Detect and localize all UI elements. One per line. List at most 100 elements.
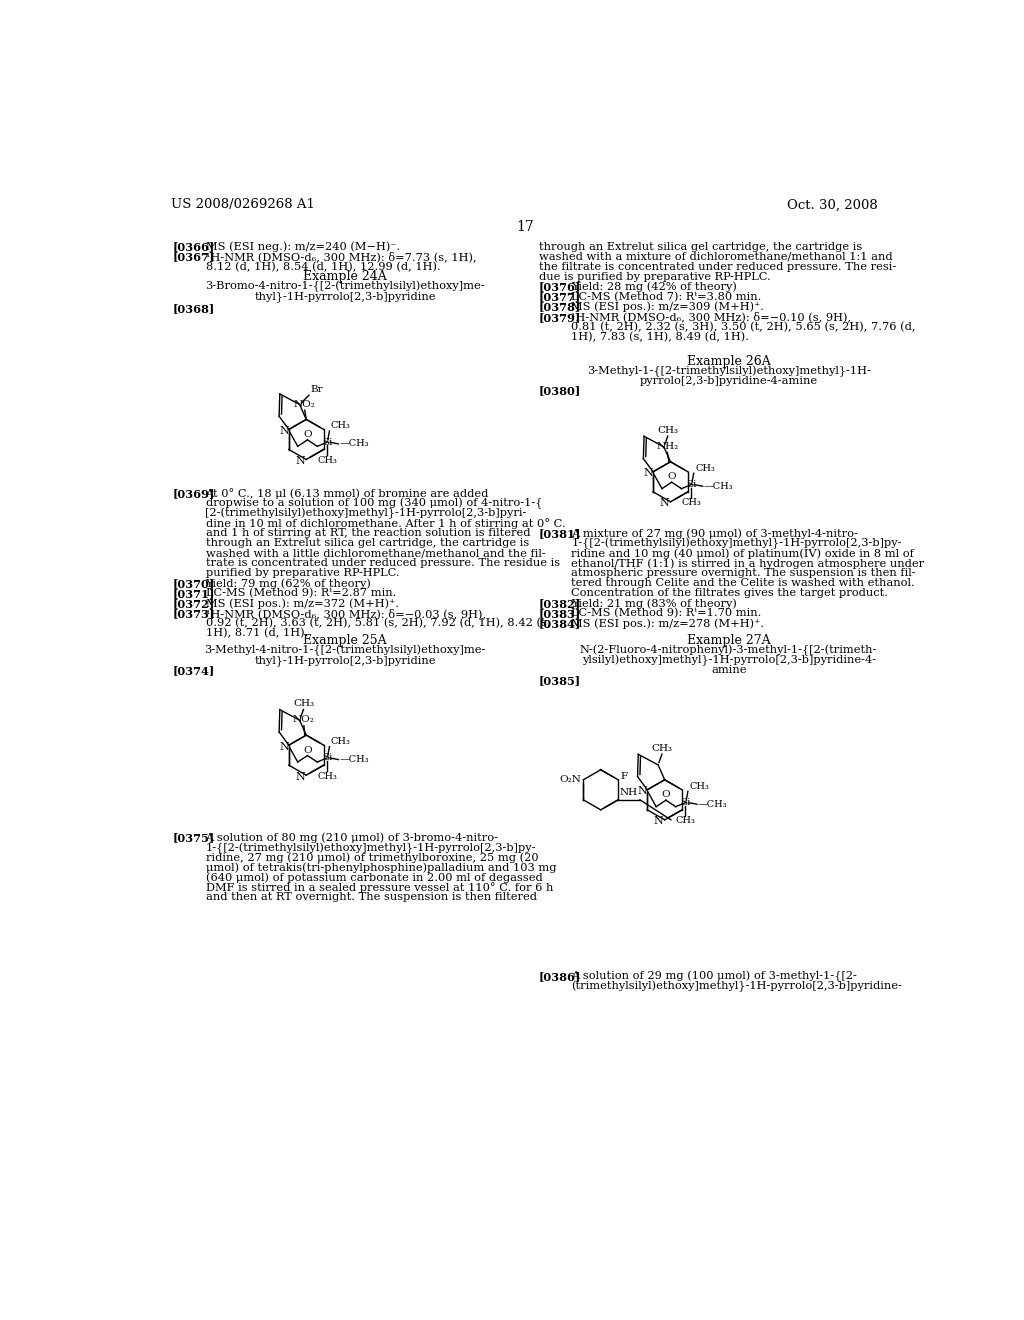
- Text: N: N: [638, 787, 647, 796]
- Text: LC-MS (Method 9): Rᵗ=1.70 min.: LC-MS (Method 9): Rᵗ=1.70 min.: [571, 609, 762, 618]
- Text: LC-MS (Method 7): Rᵗ=3.80 min.: LC-MS (Method 7): Rᵗ=3.80 min.: [571, 292, 762, 302]
- Text: N: N: [280, 426, 289, 436]
- Text: CH₃: CH₃: [331, 421, 351, 430]
- Text: [0366]: [0366]: [173, 242, 215, 252]
- Text: 1H), 7.83 (s, 1H), 8.49 (d, 1H).: 1H), 7.83 (s, 1H), 8.49 (d, 1H).: [571, 331, 750, 342]
- Text: through an Extrelut silica gel cartridge, the cartridge is: through an Extrelut silica gel cartridge…: [539, 242, 862, 252]
- Text: [0386]: [0386]: [539, 970, 581, 982]
- Text: Oct. 30, 2008: Oct. 30, 2008: [787, 198, 879, 211]
- Text: Br: Br: [310, 384, 324, 393]
- Text: ¹H-NMR (DMSO-d₆, 300 MHz): δ=−0.10 (s, 9H),: ¹H-NMR (DMSO-d₆, 300 MHz): δ=−0.10 (s, 9…: [571, 312, 851, 322]
- Text: 3-Methyl-4-nitro-1-{[2-(trimethylsilyl)ethoxy]me-: 3-Methyl-4-nitro-1-{[2-(trimethylsilyl)e…: [205, 645, 485, 656]
- Text: N: N: [295, 772, 305, 781]
- Text: 0.81 (t, 2H), 2.32 (s, 3H), 3.50 (t, 2H), 5.65 (s, 2H), 7.76 (d,: 0.81 (t, 2H), 2.32 (s, 3H), 3.50 (t, 2H)…: [571, 322, 915, 333]
- Text: washed with a little dichloromethane/methanol and the fil-: washed with a little dichloromethane/met…: [206, 548, 545, 558]
- Text: thyl}-1H-pyrrolo[2,3-b]pyridine: thyl}-1H-pyrrolo[2,3-b]pyridine: [254, 290, 436, 302]
- Text: due is purified by preparative RP-HPLC.: due is purified by preparative RP-HPLC.: [539, 272, 770, 281]
- Text: [0384]: [0384]: [539, 618, 581, 630]
- Text: Si: Si: [322, 438, 332, 446]
- Text: [0368]: [0368]: [173, 304, 215, 314]
- Text: NO₂: NO₂: [293, 715, 314, 725]
- Text: US 2008/0269268 A1: US 2008/0269268 A1: [171, 198, 314, 211]
- Text: —CH₃: —CH₃: [339, 755, 369, 764]
- Text: 17: 17: [516, 220, 534, 234]
- Text: dine in 10 ml of dichloromethane. After 1 h of stirring at 0° C.: dine in 10 ml of dichloromethane. After …: [206, 517, 565, 529]
- Text: Yield: 79 mg (62% of theory): Yield: 79 mg (62% of theory): [206, 578, 372, 589]
- Text: (trimethylsilyl)ethoxy]methyl}-1H-pyrrolo[2,3-b]pyridine-: (trimethylsilyl)ethoxy]methyl}-1H-pyrrol…: [571, 981, 902, 993]
- Text: [0378]: [0378]: [539, 302, 581, 313]
- Text: Si: Si: [686, 480, 696, 490]
- Text: [0382]: [0382]: [539, 598, 581, 609]
- Text: Si: Si: [322, 754, 332, 763]
- Text: and then at RT overnight. The suspension is then filtered: and then at RT overnight. The suspension…: [206, 892, 537, 902]
- Text: dropwise to a solution of 100 mg (340 μmol) of 4-nitro-1-{: dropwise to a solution of 100 mg (340 μm…: [206, 498, 542, 510]
- Text: 1-{[2-(trimethylsilyl)ethoxy]methyl}-1H-pyrrolo[2,3-b]py-: 1-{[2-(trimethylsilyl)ethoxy]methyl}-1H-…: [571, 539, 902, 549]
- Text: ridine and 10 mg (40 μmol) of platinum(IV) oxide in 8 ml of: ridine and 10 mg (40 μmol) of platinum(I…: [571, 548, 914, 558]
- Text: [2-(trimethylsilyl)ethoxy]methyl}-1H-pyrrolo[2,3-b]pyri-: [2-(trimethylsilyl)ethoxy]methyl}-1H-pyr…: [206, 508, 527, 519]
- Text: purified by preparative RP-HPLC.: purified by preparative RP-HPLC.: [206, 568, 399, 578]
- Text: [0376]: [0376]: [539, 281, 581, 293]
- Text: ylsilyl)ethoxy]methyl}-1H-pyrrolo[2,3-b]pyridine-4-: ylsilyl)ethoxy]methyl}-1H-pyrrolo[2,3-b]…: [582, 655, 876, 667]
- Text: A solution of 80 mg (210 μmol) of 3-bromo-4-nitro-: A solution of 80 mg (210 μmol) of 3-brom…: [206, 832, 499, 842]
- Text: O: O: [303, 746, 311, 755]
- Text: CH₃: CH₃: [681, 499, 701, 507]
- Text: [0385]: [0385]: [539, 675, 581, 686]
- Text: [0377]: [0377]: [539, 292, 581, 302]
- Text: ridine, 27 mg (210 μmol) of trimethylboroxine, 25 mg (20: ridine, 27 mg (210 μmol) of trimethylbor…: [206, 853, 539, 863]
- Text: 3-Methyl-1-{[2-trimethylsilyl)ethoxy]methyl}-1H-: 3-Methyl-1-{[2-trimethylsilyl)ethoxy]met…: [587, 366, 870, 378]
- Text: CH₃: CH₃: [689, 781, 710, 791]
- Text: [0375]: [0375]: [173, 832, 215, 843]
- Text: Concentration of the filtrates gives the target product.: Concentration of the filtrates gives the…: [571, 589, 888, 598]
- Text: LC-MS (Method 9): Rᵗ=2.87 min.: LC-MS (Method 9): Rᵗ=2.87 min.: [206, 589, 396, 598]
- Text: —CH₃: —CH₃: [697, 800, 727, 809]
- Text: and 1 h of stirring at RT, the reaction solution is filtered: and 1 h of stirring at RT, the reaction …: [206, 528, 530, 539]
- Text: MS (ESI neg.): m/z=240 (M−H)⁻.: MS (ESI neg.): m/z=240 (M−H)⁻.: [206, 242, 399, 252]
- Text: NO₂: NO₂: [294, 400, 315, 409]
- Text: N: N: [659, 499, 669, 508]
- Text: CH₃: CH₃: [676, 816, 695, 825]
- Text: N: N: [653, 816, 664, 826]
- Text: [0373]: [0373]: [173, 609, 215, 619]
- Text: through an Extrelut silica gel cartridge, the cartridge is: through an Extrelut silica gel cartridge…: [206, 539, 528, 548]
- Text: (640 μmol) of potassium carbonate in 2.00 ml of degassed: (640 μmol) of potassium carbonate in 2.0…: [206, 873, 543, 883]
- Text: N: N: [643, 469, 653, 478]
- Text: ethanol/THF (1:1) is stirred in a hydrogen atmosphere under: ethanol/THF (1:1) is stirred in a hydrog…: [571, 558, 925, 569]
- Text: CH₃: CH₃: [695, 463, 715, 473]
- Text: Yield: 28 mg (42% of theory): Yield: 28 mg (42% of theory): [571, 281, 737, 292]
- Text: 1H), 8.71 (d, 1H).: 1H), 8.71 (d, 1H).: [206, 628, 308, 639]
- Text: [0381]: [0381]: [539, 528, 582, 539]
- Text: CH₃: CH₃: [293, 698, 314, 708]
- Text: MS (ESI pos.): m/z=372 (M+H)⁺.: MS (ESI pos.): m/z=372 (M+H)⁺.: [206, 598, 398, 609]
- Text: Example 24A: Example 24A: [303, 271, 387, 282]
- Text: O: O: [662, 791, 671, 800]
- Text: μmol) of tetrakis(tri-phenylphosphine)palladium and 103 mg: μmol) of tetrakis(tri-phenylphosphine)pa…: [206, 862, 556, 873]
- Text: N: N: [280, 742, 289, 751]
- Text: NH₂: NH₂: [656, 442, 679, 451]
- Text: —CH₃: —CH₃: [339, 440, 369, 449]
- Text: the filtrate is concentrated under reduced pressure. The resi-: the filtrate is concentrated under reduc…: [539, 261, 896, 272]
- Text: washed with a mixture of dichloromethane/methanol 1:1 and: washed with a mixture of dichloromethane…: [539, 252, 892, 261]
- Text: A mixture of 27 mg (90 μmol) of 3-methyl-4-nitro-: A mixture of 27 mg (90 μmol) of 3-methyl…: [571, 528, 858, 539]
- Text: [0369]: [0369]: [173, 488, 215, 499]
- Text: CH₃: CH₃: [317, 772, 337, 780]
- Text: [0374]: [0374]: [173, 665, 215, 676]
- Text: Example 27A: Example 27A: [687, 635, 770, 647]
- Text: tered through Celite and the Celite is washed with ethanol.: tered through Celite and the Celite is w…: [571, 578, 915, 587]
- Text: [0371]: [0371]: [173, 589, 215, 599]
- Text: Si: Si: [680, 799, 690, 807]
- Text: O: O: [303, 430, 311, 440]
- Text: [0370]: [0370]: [173, 578, 215, 589]
- Text: F: F: [621, 772, 628, 781]
- Text: A solution of 29 mg (100 μmol) of 3-methyl-1-{[2-: A solution of 29 mg (100 μmol) of 3-meth…: [571, 970, 857, 982]
- Text: Example 25A: Example 25A: [303, 635, 387, 647]
- Text: thyl}-1H-pyrrolo[2,3-b]pyridine: thyl}-1H-pyrrolo[2,3-b]pyridine: [254, 655, 436, 665]
- Text: NH: NH: [620, 788, 638, 797]
- Text: ¹H-NMR (DMSO-d₆, 300 MHz): δ=−0.03 (s, 9H),: ¹H-NMR (DMSO-d₆, 300 MHz): δ=−0.03 (s, 9…: [206, 609, 485, 619]
- Text: [0372]: [0372]: [173, 598, 215, 609]
- Text: Example 26A: Example 26A: [687, 355, 770, 368]
- Text: At 0° C., 18 μl (6.13 mmol) of bromine are added: At 0° C., 18 μl (6.13 mmol) of bromine a…: [206, 488, 488, 499]
- Text: —CH₃: —CH₃: [703, 482, 733, 491]
- Text: Yield: 21 mg (83% of theory): Yield: 21 mg (83% of theory): [571, 598, 737, 609]
- Text: CH₃: CH₃: [331, 737, 351, 746]
- Text: 0.92 (t, 2H), 3.63 (t, 2H), 5.81 (s, 2H), 7.92 (d, 1H), 8.42 (s,: 0.92 (t, 2H), 3.63 (t, 2H), 5.81 (s, 2H)…: [206, 618, 550, 628]
